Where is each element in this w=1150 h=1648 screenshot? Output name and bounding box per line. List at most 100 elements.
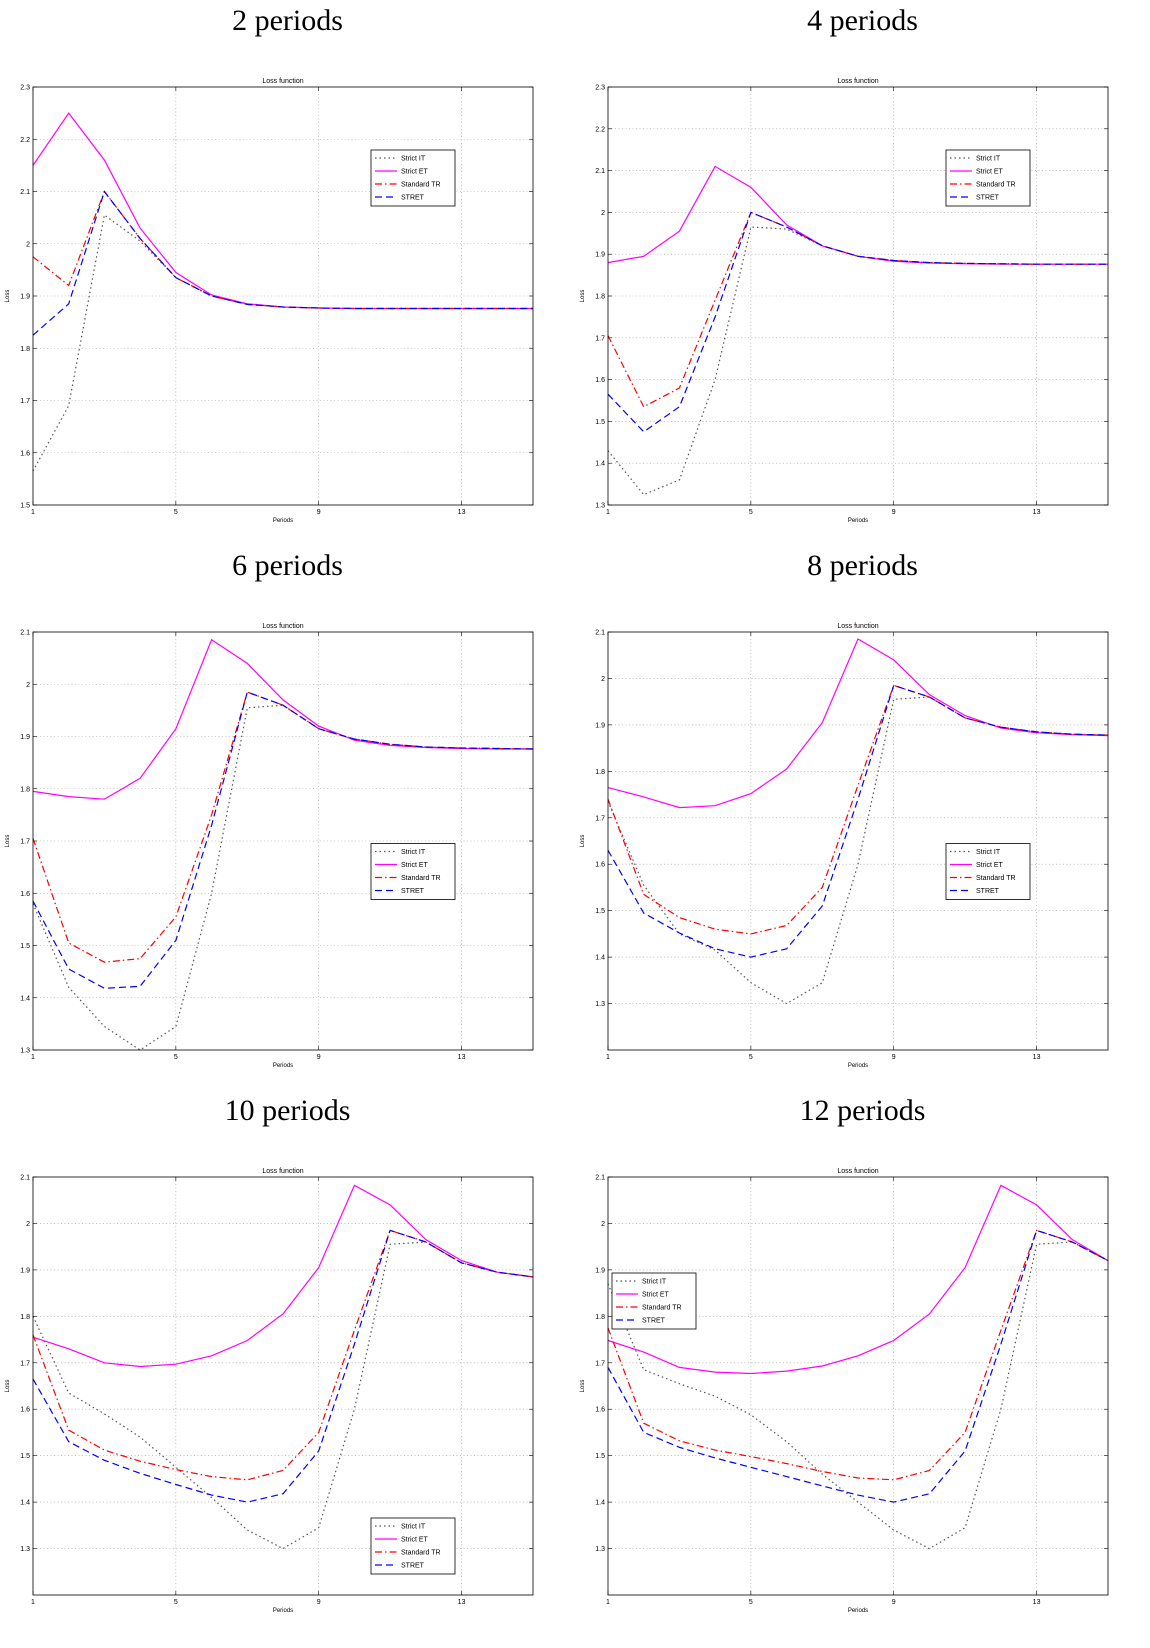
y-tick-label: 1.7 bbox=[595, 335, 605, 342]
chart-panel-6-periods: 6 periods Loss function 1.3 1.4 1.5 1.6 1.7 1.… bbox=[0, 545, 575, 1095]
y-tick-label: 1.6 bbox=[595, 1407, 605, 1414]
y-tick-label: 1.8 bbox=[595, 1314, 605, 1321]
series-line-strict-et bbox=[607, 165, 1108, 265]
y-tick-label: 1.3 bbox=[595, 1546, 605, 1553]
legend-label: Strict IT bbox=[642, 1279, 667, 1286]
y-tick-label: 1.8 bbox=[20, 786, 30, 793]
y-tick-label: 1.8 bbox=[20, 1314, 30, 1321]
y-axis-label: Loss bbox=[5, 290, 11, 303]
x-tick-label: 1 bbox=[31, 1054, 35, 1061]
x-tick-label: 9 bbox=[317, 1599, 321, 1606]
panel-title: 12 periods bbox=[799, 1094, 926, 1127]
series-line-strict-it bbox=[32, 213, 533, 472]
y-tick-label: 1.7 bbox=[595, 1360, 605, 1367]
x-tick-label: 5 bbox=[174, 1599, 178, 1606]
y-tick-label: 2.1 bbox=[595, 1175, 605, 1182]
y-tick-label: 1.9 bbox=[20, 294, 30, 301]
series-line-stret bbox=[607, 684, 1109, 958]
series-line-strict-et bbox=[32, 112, 533, 310]
y-tick-label: 1.8 bbox=[20, 346, 30, 353]
y-tick-label: 1.4 bbox=[595, 1500, 605, 1507]
legend-label: Strict ET bbox=[976, 169, 1004, 176]
chart-title: Loss function bbox=[837, 78, 878, 85]
x-tick-label: 5 bbox=[174, 509, 178, 516]
y-tick-label: 1.6 bbox=[20, 450, 30, 457]
legend: Strict IT Strict ET Standard TR STRET bbox=[370, 1517, 456, 1575]
y-tick-label: 1.3 bbox=[20, 1048, 30, 1055]
chart-panel-12-periods: 12 periods Loss function 1.3 1.4 1.5 1.6 1.7 1… bbox=[575, 1090, 1150, 1640]
y-tick-label: 1.7 bbox=[20, 1360, 30, 1367]
x-axis-label: Periods bbox=[273, 518, 293, 524]
y-tick-label: 1.7 bbox=[595, 815, 605, 822]
y-tick-label: 1.9 bbox=[20, 1267, 30, 1274]
legend-label: Standard TR bbox=[642, 1305, 682, 1312]
chart-panel-10-periods: 10 periods Loss function 1.3 1.4 1.5 1.6 1.7 1… bbox=[0, 1090, 575, 1640]
legend-label: Standard TR bbox=[976, 875, 1016, 882]
series-line-strict-it bbox=[607, 1241, 1109, 1550]
x-tick-label: 5 bbox=[749, 1599, 753, 1606]
plot-area-frame bbox=[32, 1176, 534, 1596]
panel-title: 4 periods bbox=[807, 4, 918, 37]
y-tick-label: 2.3 bbox=[20, 85, 30, 92]
y-tick-label: 1.9 bbox=[595, 1267, 605, 1274]
series-line-strict-et bbox=[607, 638, 1109, 809]
legend-label: Strict IT bbox=[401, 156, 426, 163]
y-tick-label: 1.3 bbox=[595, 503, 605, 510]
y-tick-label: 2.1 bbox=[595, 168, 605, 175]
x-tick-label: 9 bbox=[317, 509, 321, 516]
legend-box bbox=[945, 843, 1031, 900]
legend-label: Strict IT bbox=[976, 156, 1001, 163]
legend-label: Strict ET bbox=[976, 862, 1004, 869]
legend: Strict IT Strict ET Standard TR STRET bbox=[945, 843, 1031, 900]
y-tick-label: 1.4 bbox=[20, 995, 30, 1002]
y-axis-label: Loss bbox=[5, 835, 11, 848]
loss-chart-12-periods: Loss function 1.3 1.4 1.5 1.6 1.7 1.8 1.9 2 2.1 1 5… bbox=[580, 1168, 1109, 1614]
x-tick-label: 9 bbox=[892, 1599, 896, 1606]
y-tick-label: 1.8 bbox=[595, 294, 605, 301]
x-axis-label: Periods bbox=[848, 518, 868, 524]
x-tick-label: 5 bbox=[749, 1054, 753, 1061]
legend-label: Standard TR bbox=[976, 182, 1016, 189]
legend-label: Standard TR bbox=[401, 875, 441, 882]
plot-area-frame bbox=[607, 631, 1109, 1051]
chart-title: Loss function bbox=[262, 78, 303, 85]
y-tick-label: 1.9 bbox=[595, 252, 605, 259]
y-tick-label: 2 bbox=[26, 1221, 30, 1228]
y-tick-label: 2.1 bbox=[20, 1175, 30, 1182]
y-tick-label: 1.5 bbox=[20, 1453, 30, 1460]
legend-box bbox=[611, 1272, 697, 1330]
chart-title: Loss function bbox=[837, 623, 878, 630]
y-tick-label: 1.4 bbox=[20, 1500, 30, 1507]
plot-area-frame bbox=[607, 1176, 1109, 1596]
legend-label: STRET bbox=[401, 1563, 425, 1570]
x-axis-label: Periods bbox=[848, 1608, 868, 1614]
legend-label: Strict IT bbox=[976, 849, 1001, 856]
y-tick-label: 1.6 bbox=[20, 891, 30, 898]
plot-area-frame bbox=[607, 86, 1109, 506]
series-line-standard-tr bbox=[32, 190, 533, 310]
y-tick-label: 1.5 bbox=[595, 419, 605, 426]
legend-label: STRET bbox=[401, 888, 425, 895]
legend-label: Standard TR bbox=[401, 1550, 441, 1557]
x-tick-label: 13 bbox=[458, 1054, 466, 1061]
legend-box bbox=[370, 1517, 456, 1575]
legend-label: Strict IT bbox=[401, 849, 426, 856]
x-tick-label: 9 bbox=[892, 1054, 896, 1061]
x-tick-label: 13 bbox=[1033, 1599, 1041, 1606]
y-tick-label: 1.7 bbox=[20, 398, 30, 405]
y-tick-label: 2 bbox=[601, 210, 605, 217]
x-tick-label: 1 bbox=[606, 1054, 610, 1061]
series-line-standard-tr bbox=[32, 1229, 534, 1481]
y-tick-label: 1.9 bbox=[595, 722, 605, 729]
chart-title: Loss function bbox=[837, 1168, 878, 1175]
x-axis-label: Periods bbox=[273, 1063, 293, 1069]
legend-box bbox=[945, 149, 1031, 207]
chart-panel-4-periods: 4 periods Loss function 1.3 1.4 1.5 1.6 1.7 1.… bbox=[575, 0, 1150, 550]
chart-title: Loss function bbox=[262, 623, 303, 630]
legend-label: Strict ET bbox=[401, 862, 429, 869]
legend-box bbox=[370, 149, 456, 207]
series-line-stret bbox=[32, 1229, 534, 1503]
series-line-strict-et bbox=[607, 1184, 1109, 1375]
legend-label: STRET bbox=[976, 888, 1000, 895]
series-line-strict-et bbox=[32, 1184, 534, 1368]
